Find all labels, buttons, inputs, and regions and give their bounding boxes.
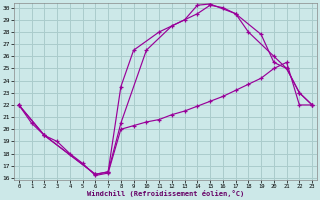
X-axis label: Windchill (Refroidissement éolien,°C): Windchill (Refroidissement éolien,°C) [87, 190, 244, 197]
